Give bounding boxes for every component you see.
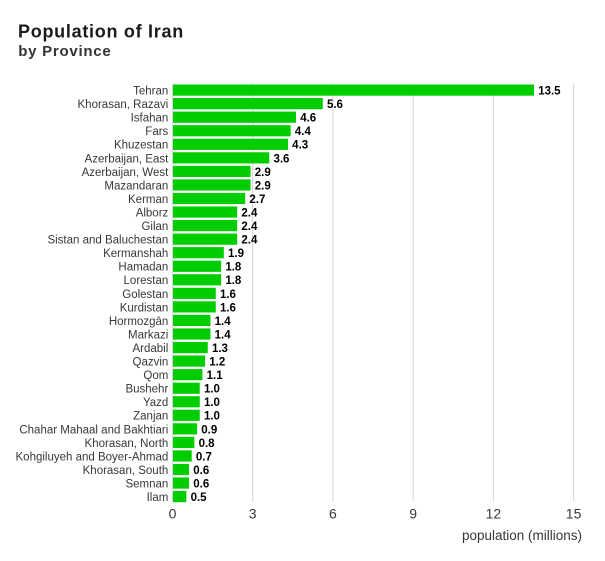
svg-text:2.9: 2.9 (255, 180, 271, 192)
svg-text:Azerbaijan, West: Azerbaijan, West (82, 167, 170, 179)
svg-text:Chahar Mahaal and Bakhtiari: Chahar Mahaal and Bakhtiari (19, 424, 168, 436)
svg-text:Khorasan, Razavi: Khorasan, Razavi (78, 99, 169, 111)
svg-text:5.6: 5.6 (327, 99, 343, 111)
svg-text:0.6: 0.6 (193, 478, 209, 490)
svg-text:Ilam: Ilam (147, 492, 169, 504)
svg-text:0.6: 0.6 (193, 465, 209, 477)
svg-text:15: 15 (566, 506, 582, 522)
svg-text:2.4: 2.4 (241, 207, 258, 219)
svg-text:3: 3 (249, 506, 257, 522)
svg-text:Alborz: Alborz (136, 207, 169, 219)
svg-text:Kermanshah: Kermanshah (103, 248, 168, 260)
svg-text:1.1: 1.1 (207, 370, 224, 382)
svg-text:6: 6 (329, 506, 337, 522)
svg-text:1.0: 1.0 (204, 411, 220, 423)
svg-text:4.6: 4.6 (300, 113, 316, 125)
svg-text:1.6: 1.6 (220, 302, 236, 314)
svg-text:1.9: 1.9 (228, 248, 244, 260)
svg-text:12: 12 (486, 506, 502, 522)
svg-text:Zanjan: Zanjan (133, 411, 168, 423)
svg-text:3.6: 3.6 (273, 153, 289, 165)
svg-text:Kohgiluyeh and Boyer-Ahmad: Kohgiluyeh and Boyer-Ahmad (16, 451, 169, 463)
svg-text:Hormozgān: Hormozgān (109, 316, 168, 328)
svg-text:4.4: 4.4 (295, 126, 312, 138)
svg-text:1.8: 1.8 (225, 262, 242, 274)
svg-text:0.9: 0.9 (201, 424, 217, 436)
svg-text:1.6: 1.6 (220, 289, 236, 301)
svg-text:0: 0 (169, 506, 177, 522)
svg-text:Khuzestan: Khuzestan (114, 140, 168, 152)
svg-text:by Province: by Province (18, 43, 111, 60)
svg-text:Semnan: Semnan (125, 478, 168, 490)
svg-text:Ardabil: Ardabil (132, 343, 168, 355)
svg-text:Khorasan, South: Khorasan, South (83, 465, 169, 477)
svg-text:Kurdistan: Kurdistan (120, 302, 169, 314)
svg-text:2.7: 2.7 (249, 194, 265, 206)
svg-text:Mazandaran: Mazandaran (104, 180, 168, 192)
svg-text:1.0: 1.0 (204, 397, 220, 409)
svg-text:0.5: 0.5 (191, 492, 208, 504)
svg-text:Gilan: Gilan (141, 221, 168, 233)
svg-text:Isfahan: Isfahan (131, 113, 169, 125)
svg-text:Markazi: Markazi (128, 329, 168, 341)
svg-text:4.3: 4.3 (292, 140, 308, 152)
svg-text:Kerman: Kerman (128, 194, 168, 206)
svg-text:Yazd: Yazd (143, 397, 168, 409)
svg-text:Azerbaijan, East: Azerbaijan, East (85, 153, 170, 165)
svg-text:Population of Iran: Population of Iran (18, 22, 184, 42)
svg-text:1.3: 1.3 (212, 343, 228, 355)
svg-text:2.4: 2.4 (241, 221, 258, 233)
svg-text:Golestan: Golestan (122, 289, 168, 301)
svg-text:9: 9 (409, 506, 417, 522)
svg-text:Fars: Fars (145, 126, 168, 138)
svg-text:1.0: 1.0 (204, 384, 220, 396)
svg-text:0.7: 0.7 (196, 451, 212, 463)
svg-text:Hamadan: Hamadan (118, 262, 168, 274)
svg-text:Tehran: Tehran (133, 86, 168, 98)
svg-text:Sistan and Baluchestan: Sistan and Baluchestan (47, 235, 168, 247)
svg-text:1.8: 1.8 (225, 275, 242, 287)
svg-text:Lorestan: Lorestan (124, 275, 169, 287)
svg-text:1.4: 1.4 (215, 329, 232, 341)
svg-text:1.4: 1.4 (215, 316, 232, 328)
svg-text:1.2: 1.2 (209, 357, 225, 369)
svg-text:Qazvin: Qazvin (133, 357, 169, 369)
svg-text:13.5: 13.5 (538, 86, 561, 98)
svg-text:Bushehr: Bushehr (125, 384, 168, 396)
svg-text:2.9: 2.9 (255, 167, 271, 179)
svg-text:0.8: 0.8 (199, 438, 216, 450)
svg-text:Khorasan, North: Khorasan, North (85, 438, 169, 450)
svg-text:Qom: Qom (143, 370, 168, 382)
svg-text:population (millions): population (millions) (462, 528, 582, 543)
svg-text:2.4: 2.4 (241, 235, 258, 247)
